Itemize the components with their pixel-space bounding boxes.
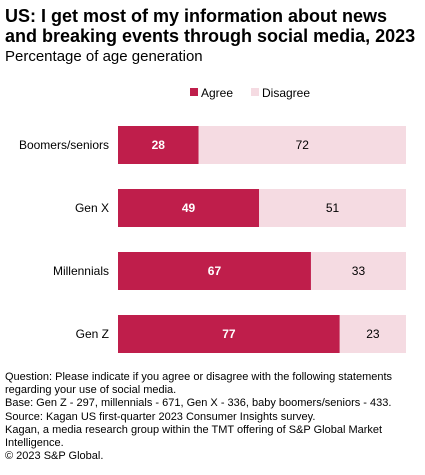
bar-agree [118, 252, 311, 290]
note-kagan: Kagan, a media research group within the… [5, 423, 383, 450]
legend-label-agree: Agree [201, 86, 233, 100]
data-label-disagree: 23 [366, 327, 380, 341]
bar-agree [118, 126, 199, 164]
legend-swatch-disagree [251, 88, 259, 96]
note-copyright: © 2023 S&P Global. [5, 450, 104, 463]
stacked-bar-chart: Agree Disagree Boomers/seniors 28 72 Gen X 49… [19, 86, 406, 353]
category-label: Gen Z [76, 327, 109, 341]
bar-disagree [310, 252, 406, 290]
bar-disagree [339, 315, 406, 353]
data-label-agree: 77 [222, 327, 236, 341]
legend-swatch-agree [190, 88, 198, 96]
note-base: Base: Gen Z - 297, millennials - 671, Ge… [5, 397, 392, 410]
note-source: Source: Kagan US first-quarter 2023 Cons… [5, 410, 316, 423]
chart-title: US: I get most of my information about n… [5, 6, 416, 46]
bar-agree [118, 189, 260, 227]
category-label: Boomers/seniors [19, 138, 109, 152]
bar-agree [118, 315, 340, 353]
bar-disagree [259, 189, 406, 227]
data-label-agree: 49 [182, 201, 196, 215]
data-label-disagree: 51 [326, 201, 340, 215]
bar-disagree [198, 126, 406, 164]
category-label: Millennials [53, 264, 109, 278]
note-question: Question: Please indicate if you agree o… [5, 371, 393, 397]
category-label: Gen X [75, 201, 109, 215]
chart-subtitle: Percentage of age generation [5, 48, 203, 65]
data-label-disagree: 33 [352, 264, 366, 278]
data-label-agree: 67 [208, 264, 222, 278]
chart-notes: Question: Please indicate if you agree o… [5, 371, 421, 463]
data-label-disagree: 72 [296, 138, 310, 152]
bars: Boomers/seniors 28 72 Gen X 49 51 Millennials 6… [19, 126, 406, 353]
legend: Agree Disagree [190, 86, 310, 100]
legend-label-disagree: Disagree [262, 86, 310, 100]
data-label-agree: 28 [152, 138, 166, 152]
